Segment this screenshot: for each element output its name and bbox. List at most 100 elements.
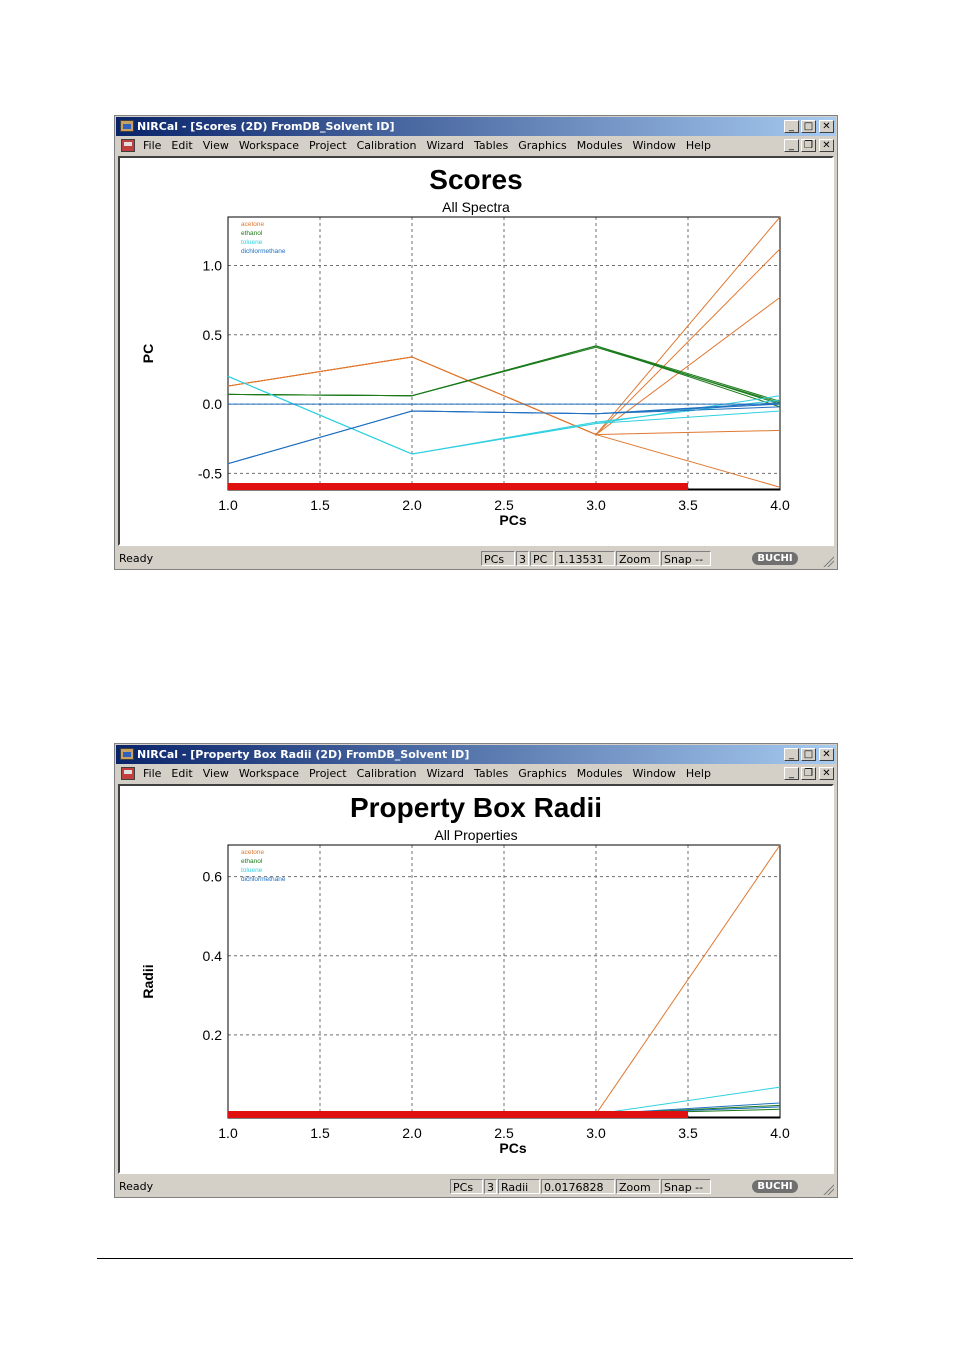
menu-workspace[interactable]: Workspace xyxy=(238,767,299,780)
menu-calibration[interactable]: Calibration xyxy=(356,767,417,780)
menu-help[interactable]: Help xyxy=(685,767,711,780)
x-tick-label: 3.0 xyxy=(586,497,606,513)
menu-graphics[interactable]: Graphics xyxy=(518,139,567,152)
x-axis-label: PCs xyxy=(499,1140,526,1156)
legend-entry: dichlormethane xyxy=(241,876,286,883)
status-axis-label: PC xyxy=(530,551,554,566)
x-tick-label: 2.5 xyxy=(494,1125,514,1141)
status-pcs-value: 3 xyxy=(516,551,529,566)
x-tick-label: 1.0 xyxy=(218,1125,238,1141)
x-tick-label: 1.0 xyxy=(218,497,238,513)
series-line xyxy=(227,248,781,436)
doc-restore-button[interactable]: ❐ xyxy=(801,139,816,152)
nircal-app-icon[interactable] xyxy=(120,748,134,760)
status-snap[interactable]: Snap -- xyxy=(661,551,711,566)
status-snap[interactable]: Snap -- xyxy=(661,1179,711,1194)
x-tick-label: 4.0 xyxy=(770,1125,790,1141)
menu-window[interactable]: Window xyxy=(632,767,676,780)
radii-chart[interactable]: Property Box Radii All Properties 1.0 1.5 2.… xyxy=(120,786,832,1172)
doc-minimize-button[interactable]: _ xyxy=(784,767,799,780)
y-tick-label: 0.2 xyxy=(203,1027,223,1043)
document-icon[interactable] xyxy=(121,767,135,780)
series-line xyxy=(227,406,781,465)
menu-view[interactable]: View xyxy=(202,139,229,152)
close-button[interactable]: ✕ xyxy=(819,748,834,761)
x-tick-label: 3.5 xyxy=(678,1125,698,1141)
menu-file[interactable]: File xyxy=(143,767,162,780)
window-title: NIRCal - [Scores (2D) FromDB_Solvent ID] xyxy=(137,120,395,133)
y-tick-label: 0.6 xyxy=(203,869,223,885)
maximize-button[interactable]: □ xyxy=(801,120,816,133)
status-ready: Ready xyxy=(119,1180,154,1193)
status-zoom[interactable]: Zoom xyxy=(616,551,660,566)
document-icon[interactable] xyxy=(121,139,135,152)
minimize-button[interactable]: _ xyxy=(784,120,799,133)
plot-frame xyxy=(227,844,781,1119)
x-axis-label: PCs xyxy=(499,512,526,528)
menu-project[interactable]: Project xyxy=(308,139,347,152)
status-pcs-value: 3 xyxy=(484,1179,497,1194)
status-bar: Ready PCs 3 PC 1.13531 Zoom Snap -- BUCH… xyxy=(116,549,836,569)
plot-area[interactable]: Property Box Radii All Properties 1.0 1.5 2.… xyxy=(118,784,834,1174)
menu-file[interactable]: File xyxy=(143,139,162,152)
menu-graphics[interactable]: Graphics xyxy=(518,767,567,780)
selected-pcs-bar xyxy=(228,1111,688,1118)
x-tick-label: 2.0 xyxy=(402,497,422,513)
scores-chart[interactable]: Scores All Spectra 1.0 1.5 2.0 2.5 3.0 3.5 4.0 1.… xyxy=(120,158,832,544)
menu-help[interactable]: Help xyxy=(685,139,711,152)
close-button[interactable]: ✕ xyxy=(819,120,834,133)
menu-wizard[interactable]: Wizard xyxy=(426,139,464,152)
buchi-logo: BUCHI xyxy=(752,1180,798,1193)
doc-close-button[interactable]: ✕ xyxy=(819,767,834,780)
menu-edit[interactable]: Edit xyxy=(171,767,193,780)
legend-entry: toluene xyxy=(241,239,263,246)
status-zoom[interactable]: Zoom xyxy=(616,1179,660,1194)
menu-project[interactable]: Project xyxy=(308,767,347,780)
series-line xyxy=(227,296,781,436)
scores-window: NIRCal - [Scores (2D) FromDB_Solvent ID]… xyxy=(114,115,838,570)
buchi-logo: BUCHI xyxy=(752,552,798,565)
status-pcs-label: PCs xyxy=(450,1179,483,1194)
menu-wizard[interactable]: Wizard xyxy=(426,767,464,780)
page-footer-rule xyxy=(97,1258,853,1259)
x-tick-label: 4.0 xyxy=(770,497,790,513)
x-tick-label: 3.5 xyxy=(678,497,698,513)
x-tick-label: 2.0 xyxy=(402,1125,422,1141)
doc-close-button[interactable]: ✕ xyxy=(819,139,834,152)
menu-tables[interactable]: Tables xyxy=(474,767,509,780)
title-bar[interactable]: NIRCal - [Property Box Radii (2D) FromDB… xyxy=(116,745,836,764)
menu-edit[interactable]: Edit xyxy=(171,139,193,152)
status-axis-value: 1.13531 xyxy=(555,551,615,566)
doc-minimize-button[interactable]: _ xyxy=(784,139,799,152)
menu-workspace[interactable]: Workspace xyxy=(238,139,299,152)
legend-entry: acetone xyxy=(241,849,265,856)
status-axis-label: Radii xyxy=(498,1179,540,1194)
doc-restore-button[interactable]: ❐ xyxy=(801,767,816,780)
menu-modules[interactable]: Modules xyxy=(576,139,623,152)
menu-view[interactable]: View xyxy=(202,767,229,780)
minimize-button[interactable]: _ xyxy=(784,748,799,761)
legend-entry: dichlormethane xyxy=(241,248,286,255)
chart-subtitle: All Properties xyxy=(434,827,517,843)
x-tick-label: 3.0 xyxy=(586,1125,606,1141)
y-tick-label: -0.5 xyxy=(198,465,222,481)
resize-grip-icon[interactable] xyxy=(822,555,834,567)
chart-title: Scores xyxy=(429,164,522,195)
legend-entry: ethanol xyxy=(241,858,263,865)
plot-area[interactable]: Scores All Spectra 1.0 1.5 2.0 2.5 3.0 3.5 4.0 1.… xyxy=(118,156,834,546)
menu-modules[interactable]: Modules xyxy=(576,767,623,780)
series-line xyxy=(227,375,781,455)
menu-tables[interactable]: Tables xyxy=(474,139,509,152)
y-tick-label: 0.0 xyxy=(203,396,223,412)
y-axis-label: PC xyxy=(140,344,156,363)
resize-grip-icon[interactable] xyxy=(822,1183,834,1195)
status-bar: Ready PCs 3 Radii 0.0176828 Zoom Snap --… xyxy=(116,1177,836,1197)
nircal-app-icon[interactable] xyxy=(120,120,134,132)
legend-entry: ethanol xyxy=(241,230,263,237)
x-tick-label: 1.5 xyxy=(310,497,330,513)
menu-window[interactable]: Window xyxy=(632,139,676,152)
menu-bar: File Edit View Workspace Project Calibration W… xyxy=(116,136,836,155)
maximize-button[interactable]: □ xyxy=(801,748,816,761)
title-bar[interactable]: NIRCal - [Scores (2D) FromDB_Solvent ID]… xyxy=(116,117,836,136)
menu-calibration[interactable]: Calibration xyxy=(356,139,417,152)
